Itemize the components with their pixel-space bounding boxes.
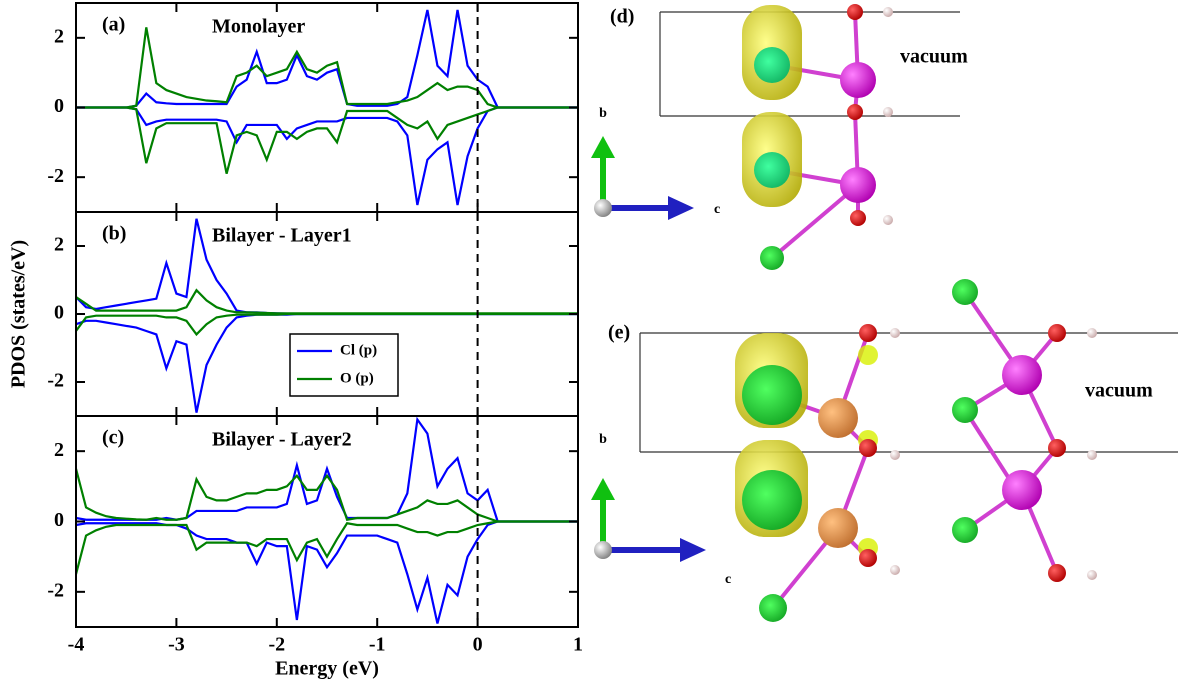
- axis-triad: [591, 478, 706, 562]
- y-tick-label: 0: [54, 302, 64, 324]
- figure: (d) vacuum b c (e) vacuu: [0, 0, 1178, 688]
- panel-label: (b): [102, 223, 126, 245]
- legend-label: Cl (p): [340, 342, 377, 358]
- x-axis-label: Energy (eV): [275, 658, 379, 680]
- pdos-panel: -2 0 2 (b) Bilayer - Layer1 PDOS (states/eV) C…: [8, 212, 578, 416]
- axis-label: c: [714, 202, 720, 217]
- panel-label: (e): [608, 322, 630, 344]
- y-tick-label: 0: [54, 95, 64, 117]
- axis-label: b: [599, 106, 607, 121]
- y-tick-label: 2: [54, 25, 64, 47]
- x-tick-label: -2: [268, 634, 285, 656]
- pdos-line: [76, 108, 578, 206]
- y-tick-label: -2: [47, 579, 64, 601]
- pdos-line: [76, 108, 578, 174]
- axis-triad: [591, 136, 694, 220]
- structure-e: (e) vacuum b c: [591, 279, 1178, 622]
- pdos-line: [76, 469, 578, 522]
- series-group: [76, 10, 578, 205]
- panel-label: (d): [610, 6, 634, 28]
- y-tick-label: -2: [47, 165, 64, 187]
- pdos-panel: -2 0 2 (a) Monolayer: [47, 3, 578, 212]
- panel-title: Bilayer - Layer2: [212, 429, 352, 451]
- vacuum-label: vacuum: [900, 46, 968, 68]
- y-axis-label: PDOS (states/eV): [8, 240, 30, 388]
- axis-label: b: [599, 432, 607, 447]
- y-tick-label: 2: [54, 234, 64, 256]
- pdos-line: [76, 522, 578, 624]
- pdos-panel: -2 0 2 -4 -3 -2 -1 0 1 (c) Bilayer - Layer2 Energy …: [47, 416, 583, 680]
- pdos-line: [76, 290, 578, 313]
- legend-label: O (p): [340, 370, 374, 386]
- x-tick-label: 0: [473, 634, 483, 656]
- structure-d: (d) vacuum b c: [591, 4, 968, 270]
- y-tick-label: 2: [54, 439, 64, 461]
- panel-label: (c): [102, 427, 124, 449]
- y-tick-label: -2: [47, 370, 64, 392]
- x-tick-label: -4: [68, 634, 85, 656]
- panel-label: (a): [102, 14, 125, 36]
- x-tick-label: 1: [573, 634, 583, 656]
- vacuum-label: vacuum: [1085, 380, 1153, 402]
- pdos-line: [76, 314, 578, 334]
- x-tick-label: -3: [168, 634, 185, 656]
- pdos-line: [76, 27, 578, 107]
- y-tick-label: 0: [54, 509, 64, 531]
- panel-title: Monolayer: [212, 16, 305, 38]
- x-tick-label: -1: [369, 634, 386, 656]
- axis-label: c: [725, 572, 731, 587]
- panel-title: Bilayer - Layer1: [212, 225, 352, 247]
